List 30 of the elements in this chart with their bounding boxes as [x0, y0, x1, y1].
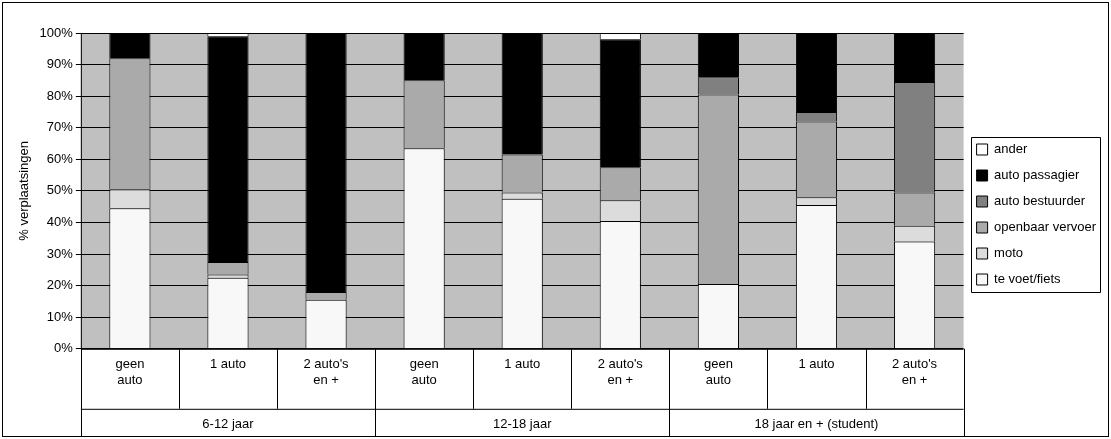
x-tick-label: 2 auto's en +	[891, 356, 938, 387]
x-tick-label: 1 auto	[798, 356, 835, 372]
x-tick-label: 2 auto's en +	[303, 356, 350, 387]
y-tick-label: 0%	[54, 340, 74, 356]
y-tick-label: 20%	[46, 277, 74, 293]
x-tick-label: geen auto	[409, 356, 439, 387]
y-tick-label: 10%	[46, 308, 74, 324]
text: 12-18 jaar	[492, 416, 553, 432]
legend-label: te voet/fiets	[994, 271, 1062, 287]
legend-label: moto	[994, 245, 1024, 261]
y-tick-label: 30%	[46, 245, 74, 261]
x-tick-label: geen auto	[115, 356, 145, 387]
y-tick-label: 90%	[46, 56, 74, 72]
x-tick-label: 1 auto	[209, 356, 247, 372]
y-tick-label: 60%	[46, 150, 74, 166]
legend-label: openbaar vervoer	[994, 219, 1097, 235]
y-tick-label: 80%	[46, 87, 74, 103]
y-tick-label: 100%	[39, 24, 74, 40]
y-axis-title: % verplaatsingen	[16, 141, 32, 241]
legend-label: ander	[994, 141, 1029, 157]
legend-label: auto passagier	[994, 167, 1081, 183]
x-tick-label: 1 auto	[504, 356, 541, 372]
y-tick-label: 50%	[46, 182, 74, 198]
y-tick-label: 70%	[46, 119, 74, 135]
y-tick-label: 40%	[46, 214, 74, 230]
text: 18 jaar en + (student)	[754, 416, 879, 432]
legend-label: auto bestuurder	[994, 193, 1086, 209]
text: 6-12 jaar	[202, 416, 255, 432]
x-tick-label: 2 auto's en +	[597, 356, 644, 387]
x-tick-label: geen auto	[703, 356, 733, 387]
